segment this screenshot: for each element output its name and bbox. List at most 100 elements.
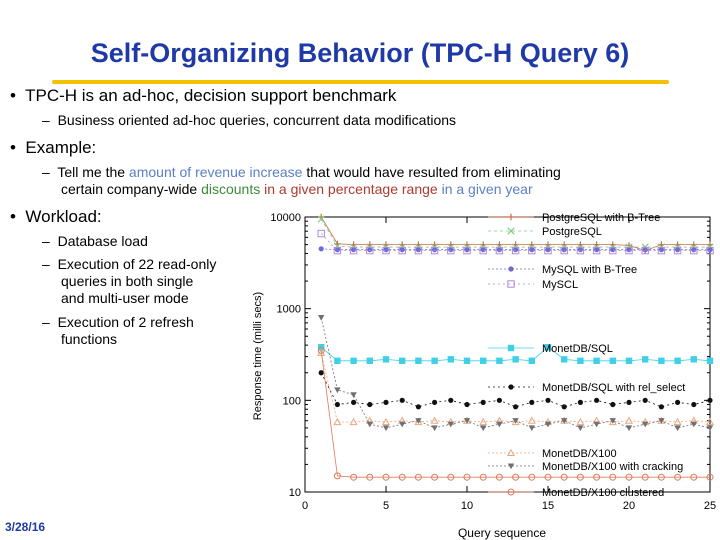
data-point: [430, 246, 439, 255]
data-point: [432, 399, 438, 405]
data-point: [658, 357, 665, 364]
example-highlight-range: in a given percentage range: [260, 181, 438, 197]
y-tick-label: 10: [289, 487, 301, 499]
data-point: [398, 246, 406, 255]
data-point: [448, 397, 454, 403]
data-point: [333, 472, 341, 480]
legend-label-7: MonetDB/X100 with cracking: [542, 461, 683, 473]
data-point: [463, 357, 471, 364]
data-point: [707, 397, 713, 403]
data-point: [576, 473, 584, 481]
data-point: [528, 246, 536, 255]
data-point: [447, 246, 455, 255]
data-point: [350, 473, 358, 481]
data-point: [674, 425, 681, 432]
data-point: [432, 247, 438, 253]
bullet-2: • Example:: [10, 138, 96, 158]
x-tick-label: 0: [302, 500, 308, 512]
data-point: [592, 246, 601, 255]
data-point: [705, 417, 715, 426]
series-line-8: [320, 350, 710, 478]
data-point: [447, 356, 454, 363]
data-point: [544, 421, 552, 428]
bullet-2-text: Example:: [25, 138, 97, 157]
data-point: [399, 357, 406, 364]
bullet-2-sub-line1: – Tell me the amount of revenue increase…: [42, 164, 561, 180]
data-point: [691, 401, 697, 408]
data-point: [367, 247, 373, 253]
data-point: [527, 416, 536, 424]
data-point: [674, 357, 681, 364]
data-point: [496, 421, 503, 428]
legend-marker-6: [506, 448, 516, 457]
data-point: [382, 425, 390, 432]
data-point: [349, 417, 358, 426]
bullet-dot: •: [10, 207, 16, 226]
data-point: [480, 357, 487, 364]
legend-marker-7: [507, 463, 515, 470]
series-line-3: [320, 233, 710, 251]
bullet-1-text: TPC-H is an ad-hoc, decision support ben…: [25, 86, 397, 105]
data-point: [624, 416, 634, 424]
data-point: [317, 346, 325, 354]
data-point: [641, 473, 649, 481]
data-point: [561, 418, 568, 424]
data-point: [706, 246, 714, 255]
data-point: [544, 473, 552, 481]
legend-label-4: MonetDB/SQL: [542, 343, 613, 355]
footer-date: 3/28/16: [5, 520, 46, 534]
data-point: [334, 247, 340, 253]
legend-label-6: MonetDB/X100: [542, 448, 617, 460]
data-point: [463, 418, 471, 424]
workload-item-3-line2: functions: [61, 331, 118, 347]
workload-text: Execution of 22 read-only: [57, 256, 217, 272]
data-point: [350, 392, 357, 398]
data-point: [560, 246, 568, 255]
data-point: [690, 473, 698, 481]
data-point: [609, 473, 617, 481]
data-point: [366, 421, 373, 428]
data-point: [334, 357, 341, 364]
data-point: [512, 473, 520, 481]
data-point: [333, 417, 342, 426]
data-point: [398, 473, 406, 481]
x-tick-label: 15: [542, 500, 554, 512]
data-point: [415, 404, 421, 410]
data-point: [317, 215, 325, 223]
data-point: [495, 473, 503, 481]
legend-label-2: MySQL with B-Tree: [542, 264, 637, 276]
data-point: [626, 399, 632, 405]
data-point: [529, 399, 535, 405]
legend-marker-4: [507, 344, 515, 352]
data-point: [674, 473, 682, 481]
workload-text: Database load: [57, 233, 148, 249]
data-point: [350, 357, 357, 364]
y-axis-label: Response time (milli secs): [252, 292, 264, 420]
legend-marker-5: [508, 384, 514, 390]
legend-marker-8: [507, 488, 515, 496]
data-point: [480, 399, 486, 405]
x-tick-label: 10: [461, 500, 473, 512]
data-point: [609, 357, 616, 364]
data-point: [366, 246, 374, 255]
data-point: [690, 246, 698, 255]
example-highlight-discounts: discounts: [201, 181, 261, 197]
data-point: [593, 421, 600, 428]
bullet-1-sub-text: Business oriented ad-hoc queries, concur…: [57, 112, 457, 128]
data-point: [463, 246, 471, 255]
data-point: [382, 246, 390, 255]
y-tick-label: 100: [283, 395, 301, 407]
data-point: [480, 425, 487, 432]
data-point: [577, 357, 584, 364]
workload-item-2-line3: and multi-user mode: [61, 290, 189, 306]
data-point: [349, 246, 358, 255]
example-text: that would have resulted from eliminatin…: [302, 164, 561, 180]
bullet-dot: •: [10, 86, 16, 105]
data-point: [318, 246, 324, 252]
legend-marker-1: [507, 227, 515, 235]
data-point: [528, 425, 535, 432]
data-point: [431, 425, 438, 432]
legend-label-0: PostgreSQL with B-Tree: [542, 212, 660, 224]
data-point: [415, 357, 422, 364]
x-tick-label: 25: [704, 500, 716, 512]
